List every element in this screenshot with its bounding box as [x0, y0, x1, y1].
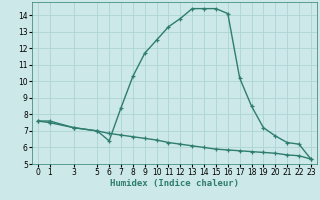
X-axis label: Humidex (Indice chaleur): Humidex (Indice chaleur): [110, 179, 239, 188]
